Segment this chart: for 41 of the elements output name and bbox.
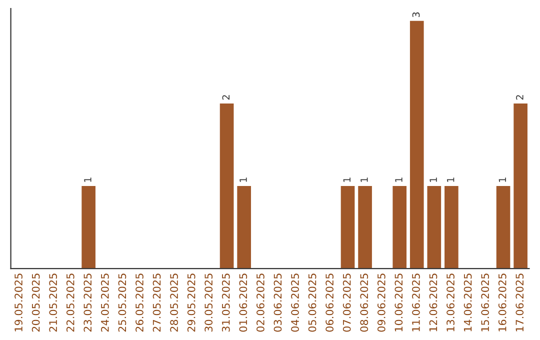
x-tick-label: 22.05.2025: [66, 274, 74, 332]
x-tick-label: 05.06.2025: [308, 274, 316, 332]
data-label: 1: [240, 178, 247, 182]
data-label: 3: [412, 12, 420, 18]
x-tick-label: 23.05.2025: [84, 274, 92, 332]
data-label: 1: [430, 178, 437, 182]
data-label: 2: [222, 95, 230, 100]
x-tick-label: 16.06.2025: [498, 274, 506, 332]
data-label: 1: [343, 178, 350, 182]
x-tick-label: 31.05.2025: [222, 274, 230, 332]
x-tick-label: 27.05.2025: [152, 274, 161, 332]
x-tick-label: 21.05.2025: [49, 274, 58, 332]
x-tick-label: 14.06.2025: [464, 274, 472, 332]
x-tick-label: 08.06.2025: [360, 274, 368, 332]
data-label: 1: [447, 178, 454, 182]
x-tick-label: 13.06.2025: [446, 274, 454, 332]
x-tick-label: 30.05.2025: [204, 274, 213, 332]
data-label: 1: [84, 178, 92, 182]
data-label: 2: [516, 95, 524, 100]
x-tick-label: 09.06.2025: [377, 274, 386, 332]
x-tick-label: 20.05.2025: [32, 274, 40, 332]
x-tick-label: 07.06.2025: [342, 274, 351, 332]
x-tick-label: 06.06.2025: [326, 274, 334, 332]
x-tick-label: 19.05.2025: [14, 274, 22, 332]
x-tick-label: 11.06.2025: [412, 274, 420, 332]
x-tick-label: 25.05.2025: [118, 274, 126, 332]
x-tick-label: 29.05.2025: [187, 274, 196, 332]
x-tick-label: 10.06.2025: [394, 274, 403, 332]
x-tick-label: 03.06.2025: [274, 274, 282, 332]
data-label: 1: [498, 178, 506, 182]
x-tick-label: 26.05.2025: [136, 274, 144, 332]
x-tick-label: 01.06.2025: [239, 274, 248, 332]
data-label: 1: [395, 178, 402, 182]
x-tick-label: 04.06.2025: [291, 274, 299, 332]
data-label: 1: [360, 178, 368, 182]
x-tick-label: 24.05.2025: [100, 274, 109, 332]
x-tick-label: 17.06.2025: [516, 274, 524, 332]
x-tick-label: 15.06.2025: [481, 274, 490, 332]
x-tick-label: 02.06.2025: [256, 274, 264, 332]
x-tick-label: 12.06.2025: [429, 274, 438, 332]
x-tick-label: 28.05.2025: [170, 274, 178, 332]
